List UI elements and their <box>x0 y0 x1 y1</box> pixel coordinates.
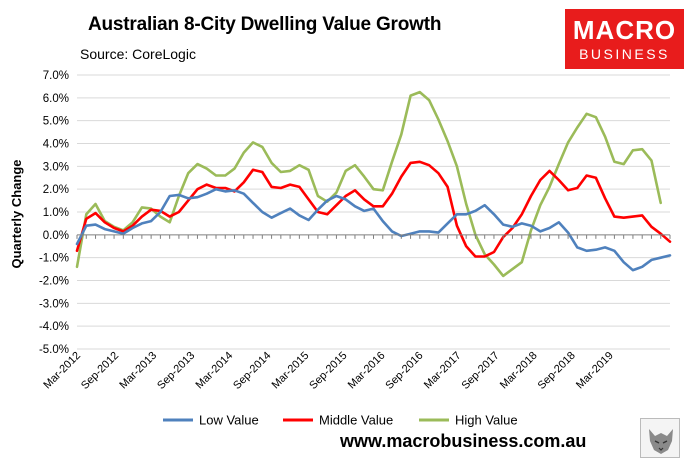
y-tick-label: -2.0% <box>39 276 69 288</box>
x-tick-label: Sep-2015 <box>307 350 349 392</box>
x-tick-label: Sep-2017 <box>459 350 501 392</box>
x-tick-label: Sep-2016 <box>383 350 425 392</box>
legend-label-low: Low Value <box>199 413 259 428</box>
series-line-middle <box>75 160 672 258</box>
series-lines <box>75 90 672 278</box>
legend-item-low: Low Value <box>163 413 259 428</box>
y-tick-label: -1.0% <box>39 253 69 265</box>
website-url: www.macrobusiness.com.au <box>340 431 587 451</box>
gridlines <box>77 74 670 350</box>
x-tick-label: Sep-2012 <box>79 350 121 392</box>
y-tick-label: 2.0% <box>43 184 69 196</box>
y-tick-label: 0.0% <box>43 230 69 242</box>
y-tick-label: -5.0% <box>39 344 69 356</box>
x-axis-tick-labels: Mar-2012Sep-2012Mar-2013Sep-2013Mar-2014… <box>41 350 615 392</box>
x-tick-label: Mar-2018 <box>498 350 540 392</box>
x-tick-label: Sep-2018 <box>536 350 578 392</box>
x-tick-label: Mar-2013 <box>117 350 159 392</box>
y-tick-label: 3.0% <box>43 161 69 173</box>
x-tick-label: Mar-2014 <box>194 350 236 392</box>
y-tick-label: -3.0% <box>39 298 69 310</box>
y-tick-label: -4.0% <box>39 321 69 333</box>
x-axis <box>76 234 671 239</box>
y-tick-label: 6.0% <box>43 93 69 105</box>
legend-item-high: High Value <box>419 413 518 428</box>
legend-label-high: High Value <box>455 413 518 428</box>
x-tick-label: Sep-2014 <box>231 350 273 392</box>
x-tick-label: Mar-2019 <box>574 350 616 392</box>
series-line-high <box>75 90 662 278</box>
x-tick-label: Mar-2015 <box>270 350 312 392</box>
series-line-low <box>75 187 672 272</box>
y-tick-label: 5.0% <box>43 116 69 128</box>
x-tick-label: Mar-2016 <box>346 350 388 392</box>
y-axis-title: Quarterly Change <box>9 159 24 268</box>
logo-line-2: BUSINESS <box>579 46 670 62</box>
chart-source: Source: CoreLogic <box>80 46 196 62</box>
y-tick-label: 1.0% <box>43 207 69 219</box>
y-tick-label: 7.0% <box>43 70 69 82</box>
legend-item-middle: Middle Value <box>283 413 393 428</box>
logo-line-1: MACRO <box>572 15 677 45</box>
legend: Low Value Middle Value High Value <box>163 413 518 428</box>
y-tick-label: 4.0% <box>43 139 69 151</box>
legend-label-middle: Middle Value <box>319 413 393 428</box>
wolf-logo-icon <box>640 418 680 458</box>
macrobusiness-logo: MACRO BUSINESS <box>565 9 684 69</box>
x-tick-label: Mar-2017 <box>422 350 464 392</box>
x-tick-label: Sep-2013 <box>155 350 197 392</box>
y-axis-tick-labels: 7.0% 6.0% 5.0% 4.0% 3.0% 2.0% 1.0% 0.0% -1.0% -2.… <box>39 70 69 356</box>
chart-title: Australian 8-City Dwelling Value Growth <box>88 14 442 35</box>
